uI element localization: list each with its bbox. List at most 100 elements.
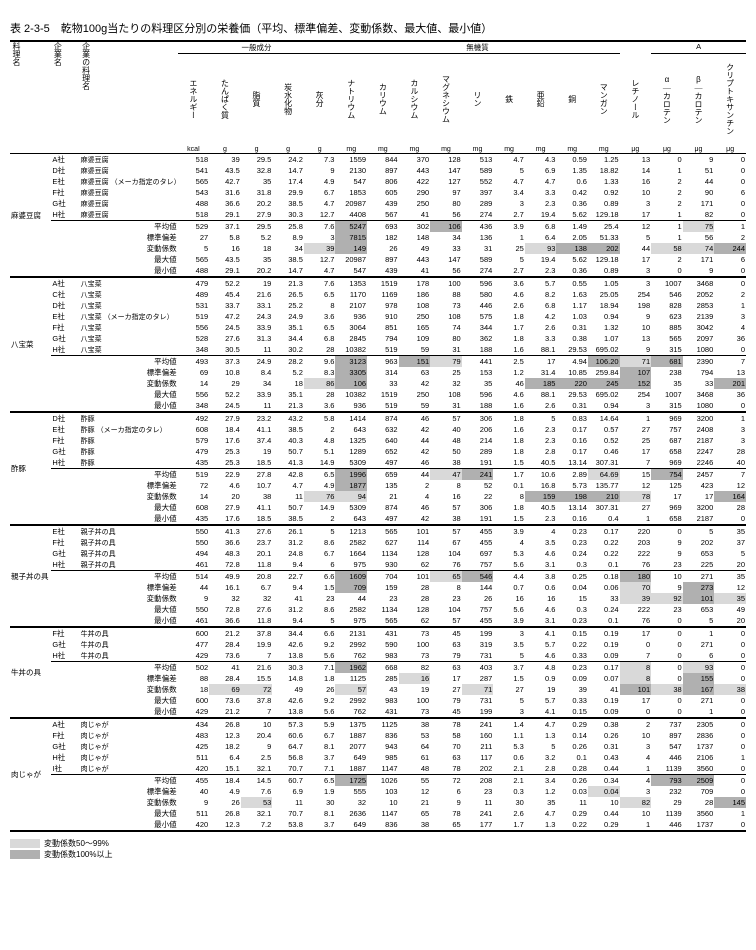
value-cell: 211 bbox=[462, 741, 494, 752]
value-cell: 48 bbox=[430, 435, 462, 446]
stat-cell: 3 bbox=[620, 400, 652, 412]
stat-label: 最大値 bbox=[80, 254, 178, 265]
value-cell: 1 bbox=[651, 209, 683, 221]
company: E社 bbox=[51, 424, 79, 435]
stat-label: 平均値 bbox=[80, 221, 178, 233]
stat-cell: 969 bbox=[651, 502, 683, 513]
stat-cell: 149 bbox=[335, 243, 367, 254]
table-row: D社八宝菜53133.733.125.282107978108734462.66… bbox=[10, 300, 746, 311]
value-cell: 88 bbox=[430, 289, 462, 300]
stat-label: 最小値 bbox=[80, 615, 178, 627]
stat-cell: 0.09 bbox=[588, 706, 620, 718]
value-cell: 653 bbox=[683, 548, 715, 559]
item-name: 肉じゃが bbox=[80, 730, 178, 741]
value-cell: 0.3 bbox=[556, 559, 588, 571]
stat-cell: 11 bbox=[241, 400, 273, 412]
item-name: 牛丼の具 bbox=[80, 650, 178, 662]
stat-cell: 0 bbox=[714, 400, 746, 412]
stat-label: 変動係数 bbox=[80, 243, 178, 254]
value-cell: 518 bbox=[178, 209, 210, 221]
stat-cell: 49 bbox=[399, 243, 431, 254]
value-cell: 885 bbox=[651, 322, 683, 333]
value-cell: 14 bbox=[620, 165, 652, 176]
stat-cell: 38 bbox=[430, 513, 462, 525]
stat-cell: 103 bbox=[367, 786, 399, 797]
value-cell: 575 bbox=[462, 311, 494, 322]
stat-cell: 30 bbox=[493, 797, 525, 808]
value-cell: 24.8 bbox=[272, 548, 304, 559]
stat-cell: 0.04 bbox=[588, 786, 620, 797]
value-cell: 7.6 bbox=[304, 277, 336, 289]
legend-50: 変動係数50～99% bbox=[44, 839, 109, 848]
value-cell: 5.6 bbox=[304, 650, 336, 662]
stat-cell: 3 bbox=[620, 265, 652, 277]
value-cell: 188 bbox=[462, 344, 494, 356]
stat-cell: 101 bbox=[620, 684, 652, 695]
value-cell: 100 bbox=[399, 639, 431, 650]
value-cell: 632 bbox=[367, 424, 399, 435]
item-name: 親子丼の具 bbox=[80, 525, 178, 537]
item-name: 麻婆豆腐 bbox=[80, 154, 178, 166]
value-cell: 446 bbox=[462, 300, 494, 311]
value-cell: 3 bbox=[620, 277, 652, 289]
stat-cell: 6.5 bbox=[304, 775, 336, 787]
value-cell: 0.31 bbox=[588, 741, 620, 752]
value-cell: 0.17 bbox=[556, 424, 588, 435]
value-cell: 420 bbox=[178, 763, 210, 775]
value-cell: 687 bbox=[651, 435, 683, 446]
stat-cell: 0.29 bbox=[588, 819, 620, 831]
stat-cell: 12 bbox=[620, 480, 652, 491]
table-row: H社親子丼の具46172.811.89.4697593062767575.63.… bbox=[10, 559, 746, 571]
stat-cell: 0 bbox=[714, 265, 746, 277]
stat-cell: 43.5 bbox=[209, 254, 241, 265]
value-cell: 27.9 bbox=[241, 209, 273, 221]
value-cell: 370 bbox=[399, 154, 431, 166]
value-cell: 147 bbox=[430, 165, 462, 176]
dish-name: 八宝菜 bbox=[10, 277, 51, 412]
value-cell: 11 bbox=[241, 344, 273, 356]
stat-cell: 41 bbox=[399, 265, 431, 277]
stat-cell: 93 bbox=[525, 243, 557, 254]
stat-cell: 423 bbox=[683, 480, 715, 491]
stat-cell: 550 bbox=[178, 604, 210, 615]
value-cell: 2.7 bbox=[493, 209, 525, 221]
stat-cell: 5.62 bbox=[556, 254, 588, 265]
stat-cell: 0 bbox=[714, 673, 746, 684]
value-cell: 30.3 bbox=[272, 209, 304, 221]
stat-cell: 2.3 bbox=[525, 265, 557, 277]
value-cell: 214 bbox=[462, 435, 494, 446]
stat-cell: 668 bbox=[367, 662, 399, 674]
value-cell: 27.6 bbox=[209, 333, 241, 344]
stat-cell: 12 bbox=[714, 480, 746, 491]
value-cell: 0 bbox=[714, 176, 746, 187]
value-cell: 1.8 bbox=[493, 311, 525, 322]
value-cell: 590 bbox=[367, 639, 399, 650]
value-cell: 108 bbox=[430, 311, 462, 322]
stat-cell: 241 bbox=[462, 469, 494, 481]
stat-cell: 4.7 bbox=[304, 265, 336, 277]
stat-cell: 20 bbox=[714, 615, 746, 627]
stat-cell: 101 bbox=[399, 571, 431, 583]
value-cell: 1559 bbox=[335, 154, 367, 166]
stat-cell: 14.5 bbox=[241, 775, 273, 787]
item-name: 麻婆豆腐 bbox=[80, 187, 178, 198]
stat-cell: 69 bbox=[178, 367, 210, 378]
stat-cell: 0.04 bbox=[556, 582, 588, 593]
stat-cell: 245 bbox=[588, 378, 620, 389]
stat-cell: 0 bbox=[714, 695, 746, 706]
company: G社 bbox=[51, 741, 79, 752]
value-cell: 0 bbox=[714, 198, 746, 209]
stat-cell: 42 bbox=[399, 513, 431, 525]
stat-cell: 35 bbox=[651, 378, 683, 389]
value-cell: 35 bbox=[714, 525, 746, 537]
value-cell: 547 bbox=[651, 741, 683, 752]
value-cell: 519 bbox=[178, 311, 210, 322]
value-cell: 34.4 bbox=[272, 627, 304, 639]
stat-cell: 2.7 bbox=[493, 265, 525, 277]
value-cell: 4.7 bbox=[525, 176, 557, 187]
value-cell: 16 bbox=[620, 176, 652, 187]
value-cell: 57 bbox=[430, 525, 462, 537]
stat-cell: 35 bbox=[462, 378, 494, 389]
stat-cell: 49.9 bbox=[209, 571, 241, 583]
stat-cell: 7815 bbox=[335, 232, 367, 243]
